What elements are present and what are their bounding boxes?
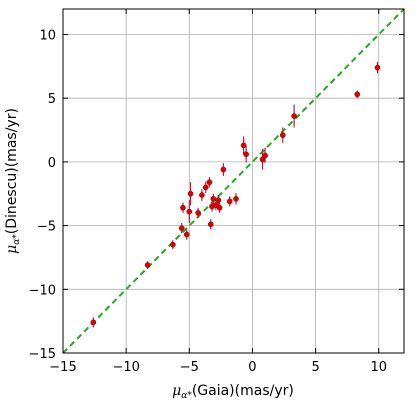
x-axis-label-text: (Gaia)(mas/yr) — [192, 383, 294, 399]
data-point — [187, 190, 194, 197]
data-point — [243, 151, 249, 158]
data-point — [210, 195, 217, 202]
data-point — [207, 221, 214, 228]
data-point — [183, 231, 190, 238]
data-point — [374, 64, 381, 71]
y-axis-label: μα*(Dinescu)(mas/yr) — [4, 108, 22, 254]
data-point — [170, 241, 176, 248]
x-axis-label: μα*(Gaia)(mas/yr) — [172, 383, 294, 400]
data-point — [144, 262, 151, 268]
data-points — [90, 64, 381, 326]
data-point — [206, 179, 213, 186]
x-tick-labels: −15 −10 −5 0 5 10 — [49, 360, 387, 375]
data-point — [220, 166, 227, 173]
y-tick-label: −10 — [29, 283, 56, 298]
x-tick-label: 0 — [248, 360, 256, 375]
x-axis-label-subscript: α* — [181, 391, 192, 400]
reference-line — [62, 8, 405, 354]
data-point — [90, 319, 97, 326]
y-axis-label-subscript: α* — [12, 234, 22, 245]
data-point — [233, 195, 239, 202]
data-point — [354, 91, 361, 98]
x-tick-label: −5 — [180, 360, 199, 375]
data-point — [186, 208, 193, 215]
y-axis-label-symbol: μ — [4, 245, 20, 254]
data-point — [202, 184, 209, 191]
data-point — [215, 197, 222, 203]
data-point — [180, 204, 186, 211]
data-point — [195, 210, 201, 216]
plot-frame — [62, 8, 405, 354]
y-tick-label: −15 — [29, 347, 56, 362]
data-point — [226, 198, 233, 205]
x-tick-label: −15 — [49, 360, 76, 375]
y-tick-label: 5 — [48, 92, 56, 107]
data-point — [216, 204, 223, 211]
y-tick-label: 0 — [48, 156, 56, 171]
y-tick-labels: −15 −10 −5 0 5 10 — [29, 28, 56, 362]
data-point — [178, 225, 185, 231]
axis-ticks — [62, 9, 404, 354]
x-axis-label-symbol: μ — [172, 383, 181, 399]
x-tick-label: 10 — [370, 360, 387, 375]
y-tick-label: −5 — [37, 220, 56, 235]
data-point — [291, 113, 297, 119]
x-tick-label: 5 — [311, 360, 319, 375]
y-axis-label-text: (Dinescu)(mas/yr) — [4, 108, 20, 234]
grid-lines — [62, 9, 404, 354]
data-point — [240, 142, 247, 149]
data-point — [279, 132, 286, 138]
data-point — [199, 192, 205, 198]
reference-line-path — [62, 8, 405, 354]
data-point — [262, 152, 268, 159]
x-tick-label: −10 — [112, 360, 139, 375]
y-tick-label: 10 — [39, 28, 56, 43]
